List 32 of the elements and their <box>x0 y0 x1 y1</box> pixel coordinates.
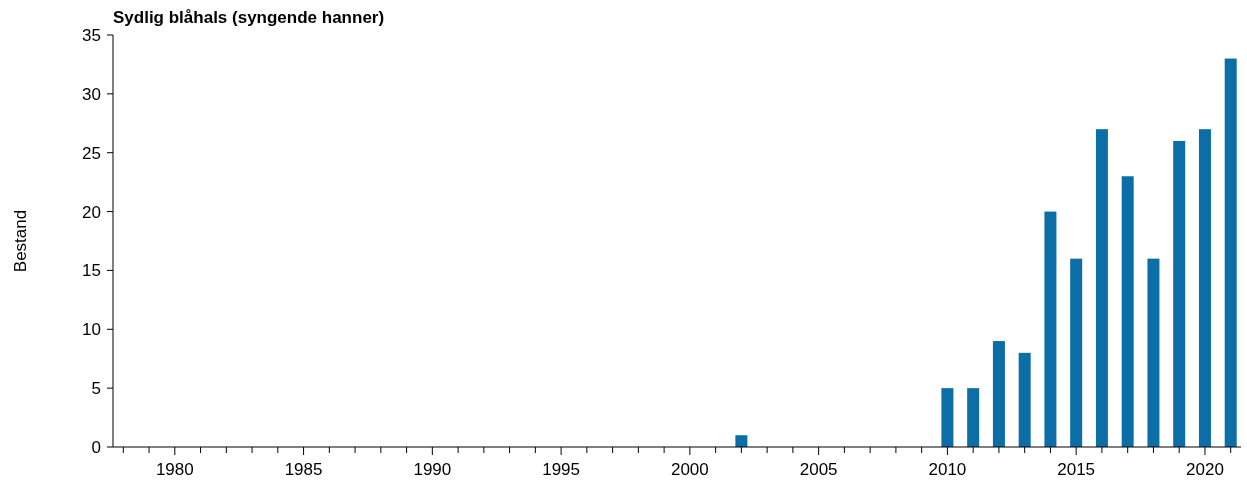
bar <box>1095 129 1108 447</box>
x-tick-label: 2000 <box>670 460 709 479</box>
y-tick-label: 10 <box>82 320 101 340</box>
x-tick-label: 2015 <box>1057 460 1096 479</box>
bar <box>1147 258 1160 447</box>
y-tick-label: 0 <box>91 437 101 457</box>
bar <box>1070 258 1083 447</box>
bar <box>1224 58 1237 447</box>
bar <box>735 435 748 447</box>
x-tick-label: 2020 <box>1186 460 1224 479</box>
y-tick-label: 20 <box>82 202 101 222</box>
y-axis-title: Bestand <box>11 209 30 273</box>
bar <box>1044 211 1057 447</box>
y-tick-label: 35 <box>82 25 101 45</box>
bar <box>967 388 980 447</box>
x-tick-label: 1985 <box>284 460 323 479</box>
x-tick-label: 2005 <box>799 460 838 479</box>
bar <box>1198 129 1211 447</box>
x-tick-label: 2010 <box>928 460 967 479</box>
bar <box>941 388 954 447</box>
y-tick-label: 15 <box>82 261 101 281</box>
bar <box>1121 176 1134 447</box>
x-tick-label: 1990 <box>413 460 452 479</box>
y-tick-label: 30 <box>82 84 101 104</box>
bar <box>1018 352 1031 447</box>
bar <box>992 341 1005 447</box>
y-tick-label: 5 <box>91 379 101 399</box>
bar <box>1173 140 1186 447</box>
x-tick-label: 1980 <box>155 460 194 479</box>
y-tick-label: 25 <box>82 143 101 163</box>
x-tick-label: 1995 <box>542 460 581 479</box>
chart-title: Sydlig blåhals (syngende hanner) <box>113 8 385 27</box>
